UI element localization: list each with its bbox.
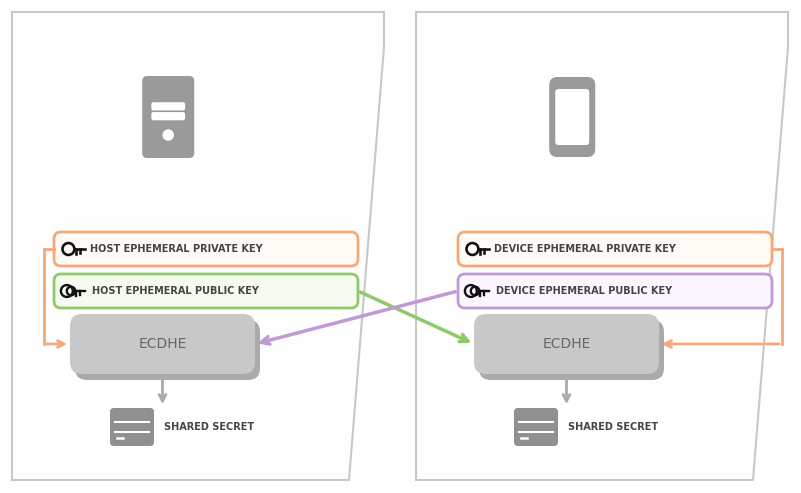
- Polygon shape: [12, 12, 384, 480]
- Text: HOST EPHEMERAL PUBLIC KEY: HOST EPHEMERAL PUBLIC KEY: [92, 286, 259, 296]
- Text: ECDHE: ECDHE: [542, 337, 590, 351]
- FancyBboxPatch shape: [458, 274, 772, 308]
- FancyBboxPatch shape: [458, 232, 772, 266]
- FancyBboxPatch shape: [70, 314, 255, 374]
- FancyBboxPatch shape: [75, 320, 260, 380]
- Polygon shape: [416, 12, 788, 480]
- Text: SHARED SECRET: SHARED SECRET: [568, 422, 658, 432]
- FancyBboxPatch shape: [54, 232, 358, 266]
- FancyBboxPatch shape: [143, 76, 194, 158]
- FancyBboxPatch shape: [479, 320, 664, 380]
- FancyBboxPatch shape: [555, 89, 590, 145]
- FancyBboxPatch shape: [151, 102, 185, 110]
- FancyBboxPatch shape: [54, 274, 358, 308]
- Circle shape: [163, 129, 174, 141]
- Text: ECDHE: ECDHE: [139, 337, 187, 351]
- FancyBboxPatch shape: [151, 112, 185, 120]
- FancyBboxPatch shape: [110, 408, 154, 446]
- Text: DEVICE EPHEMERAL PRIVATE KEY: DEVICE EPHEMERAL PRIVATE KEY: [494, 244, 676, 254]
- FancyBboxPatch shape: [549, 77, 595, 157]
- FancyBboxPatch shape: [514, 408, 558, 446]
- FancyBboxPatch shape: [474, 314, 659, 374]
- Text: DEVICE EPHEMERAL PUBLIC KEY: DEVICE EPHEMERAL PUBLIC KEY: [496, 286, 672, 296]
- Text: SHARED SECRET: SHARED SECRET: [164, 422, 254, 432]
- Text: HOST EPHEMERAL PRIVATE KEY: HOST EPHEMERAL PRIVATE KEY: [90, 244, 263, 254]
- FancyBboxPatch shape: [566, 80, 578, 86]
